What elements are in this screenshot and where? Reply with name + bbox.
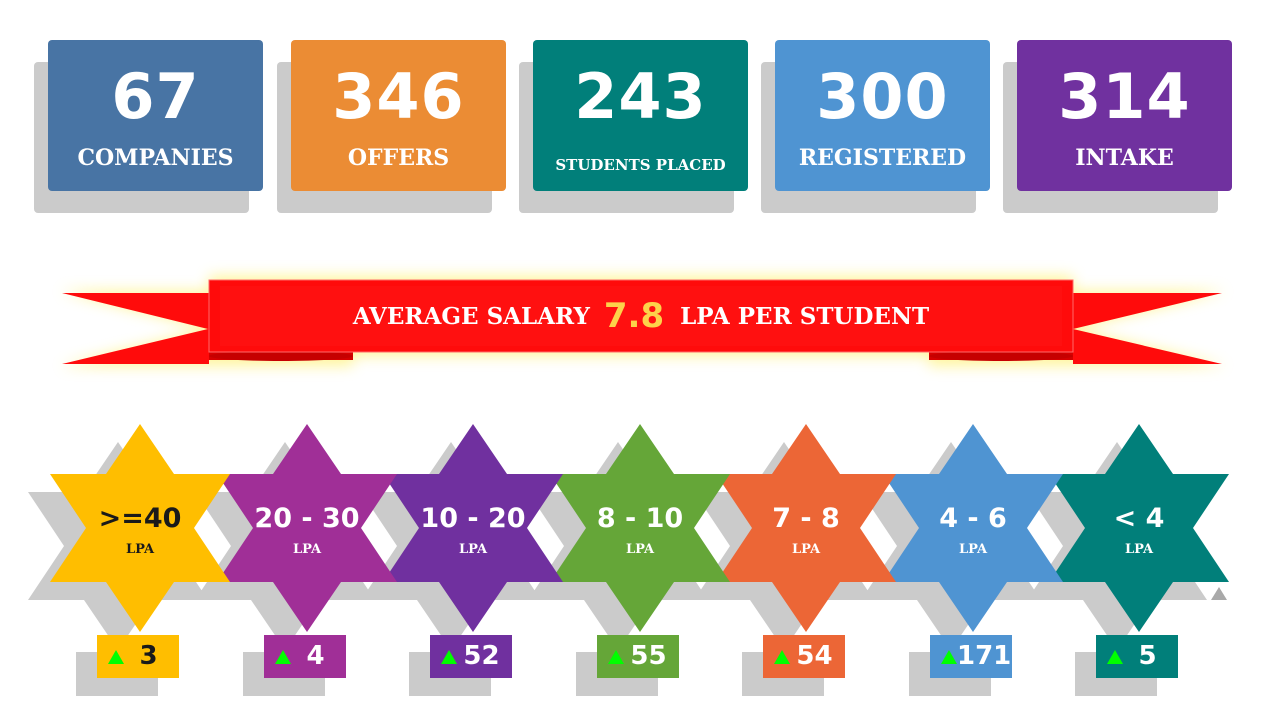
star-icon — [50, 424, 230, 632]
triangle-up-icon — [108, 649, 124, 664]
count-badge: 4 — [264, 635, 346, 678]
stat-card-intake: 314 INTAKE — [1003, 40, 1232, 213]
triangle-up-icon — [441, 649, 457, 664]
star-icon — [883, 424, 1063, 632]
average-salary-banner: AVERAGE SALARY 7.8 LPA PER STUDENT — [209, 280, 1073, 352]
student-count: 5 — [1138, 641, 1157, 671]
stat-card-companies: 67 COMPANIES — [34, 40, 263, 213]
salary-band-label: < 4 LPA — [1059, 502, 1219, 560]
stat-label: OFFERS — [347, 145, 450, 171]
salary-range: >=40 — [98, 503, 182, 534]
salary-range: < 4 — [1113, 503, 1165, 534]
stat-card-face: 67 COMPANIES — [48, 40, 263, 191]
stat-card-face: 243 STUDENTS PLACED — [533, 40, 748, 191]
salary-range: 8 - 10 — [596, 503, 684, 534]
salary-unit: LPA — [458, 542, 488, 557]
salary-band-label: >=40 LPA — [60, 502, 220, 560]
stat-value: 67 — [111, 60, 200, 133]
count-badge: 54 — [763, 635, 845, 678]
count-badge: 55 — [597, 635, 679, 678]
salary-band-label: 7 - 8 LPA — [726, 502, 886, 560]
star-icon — [217, 424, 397, 632]
stat-label: COMPANIES — [77, 145, 234, 171]
star-icon — [1049, 424, 1229, 632]
stat-value: 346 — [332, 60, 465, 133]
student-count: 54 — [796, 641, 833, 671]
triangle-up-icon — [941, 649, 957, 664]
triangle-up-icon — [774, 649, 790, 664]
student-count: 52 — [463, 641, 500, 671]
salary-unit: LPA — [292, 542, 322, 557]
salary-unit: LPA — [1124, 542, 1154, 557]
salary-unit: LPA — [125, 542, 155, 557]
stat-card-face: 314 INTAKE — [1017, 40, 1232, 191]
star-icon — [383, 424, 563, 632]
average-salary-value: 7.8 — [603, 296, 665, 336]
stat-label: STUDENTS PLACED — [555, 156, 726, 174]
salary-band-label: 4 - 6 LPA — [893, 502, 1053, 560]
banner-prefix: AVERAGE SALARY — [352, 302, 590, 330]
stat-card-face: 346 OFFERS — [291, 40, 506, 191]
count-badge: 3 — [97, 635, 179, 678]
stat-card-offers: 346 OFFERS — [277, 40, 506, 213]
banner-suffix: LPA PER STUDENT — [680, 302, 930, 330]
salary-band-label: 20 - 30 LPA — [227, 502, 387, 560]
star-icon — [716, 424, 896, 632]
salary-range: 10 - 20 — [420, 503, 526, 534]
stat-card-students-placed: 243 STUDENTS PLACED — [519, 40, 748, 213]
student-count: 4 — [306, 641, 325, 671]
triangle-up-icon — [275, 649, 291, 664]
salary-unit: LPA — [958, 542, 988, 557]
stat-label: REGISTERED — [798, 145, 967, 171]
salary-range: 7 - 8 — [772, 503, 840, 534]
stat-card-face: 300 REGISTERED — [775, 40, 990, 191]
count-badge: 171 — [930, 635, 1012, 678]
salary-range: 4 - 6 — [939, 503, 1007, 534]
stat-value: 314 — [1058, 60, 1191, 133]
stat-label: INTAKE — [1075, 145, 1174, 171]
stat-value: 300 — [816, 60, 949, 133]
salary-range: 20 - 30 — [254, 503, 360, 534]
stat-card-registered: 300 REGISTERED — [761, 40, 990, 213]
count-badge: 52 — [430, 635, 512, 678]
count-badge: 5 — [1096, 635, 1178, 678]
star-icon — [550, 424, 730, 632]
student-count: 55 — [630, 641, 667, 671]
triangle-up-icon — [1107, 649, 1123, 664]
student-count: 171 — [957, 641, 1012, 671]
triangle-up-icon — [608, 649, 624, 664]
shadow-notch-icon — [1211, 587, 1227, 600]
salary-unit: LPA — [791, 542, 821, 557]
stat-value: 243 — [574, 60, 707, 133]
salary-unit: LPA — [625, 542, 655, 557]
student-count: 3 — [139, 641, 158, 671]
salary-band-label: 10 - 20 LPA — [393, 502, 553, 560]
salary-band-label: 8 - 10 LPA — [560, 502, 720, 560]
